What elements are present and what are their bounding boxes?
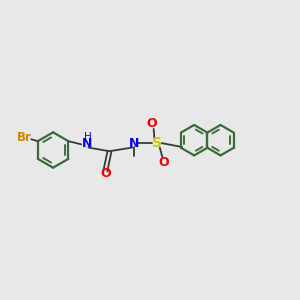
Text: H: H	[84, 132, 92, 142]
Text: S: S	[152, 136, 162, 150]
Text: O: O	[146, 116, 157, 130]
Text: Br: Br	[17, 131, 32, 144]
Text: O: O	[158, 156, 169, 169]
Text: N: N	[129, 136, 139, 150]
Text: N: N	[82, 136, 92, 150]
Text: O: O	[100, 167, 111, 180]
